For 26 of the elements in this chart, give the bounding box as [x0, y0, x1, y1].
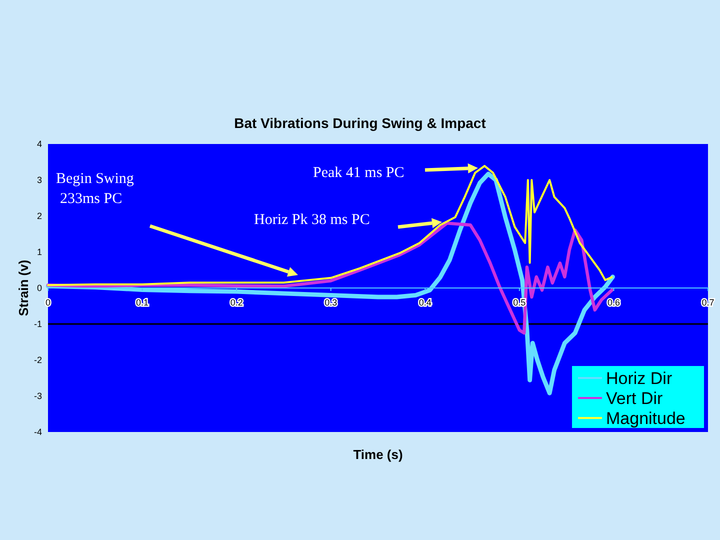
y-tick-label: 1	[36, 246, 42, 257]
y-tick-label: 0	[36, 282, 42, 293]
legend-label: Magnitude	[606, 409, 686, 428]
annotation: Begin Swing 233ms PC	[56, 171, 134, 207]
x-tick-label: 0.4	[418, 297, 432, 308]
x-axis-title: Time (s)	[353, 447, 403, 462]
y-tick-label: -1	[34, 318, 42, 329]
x-tick-label: 0	[45, 297, 51, 308]
annotation: Horiz Pk 38 ms PC	[254, 212, 370, 228]
y-tick-label: 4	[36, 138, 42, 149]
chart-title: Bat Vibrations During Swing & Impact	[234, 115, 486, 131]
y-tick-label: -4	[34, 426, 42, 437]
y-axis-title: Strain (v)	[16, 260, 31, 316]
x-tick-label: 0.7	[702, 297, 714, 308]
x-tick-label: 0.3	[324, 297, 338, 308]
y-tick-label: -2	[34, 354, 42, 365]
y-tick-label: 3	[36, 174, 42, 185]
x-tick-label: 0.6	[607, 297, 620, 308]
line-series	[47, 164, 613, 286]
annotation: Peak 41 ms PC	[313, 165, 404, 181]
y-tick-label: -3	[34, 390, 42, 401]
y-tick-label: 2	[36, 210, 42, 221]
legend-label: Horiz Dir	[606, 369, 672, 388]
x-tick-label: 0.2	[230, 297, 243, 308]
legend-label: Vert Dir	[606, 389, 664, 408]
x-tick-label: 0.1	[136, 297, 149, 308]
